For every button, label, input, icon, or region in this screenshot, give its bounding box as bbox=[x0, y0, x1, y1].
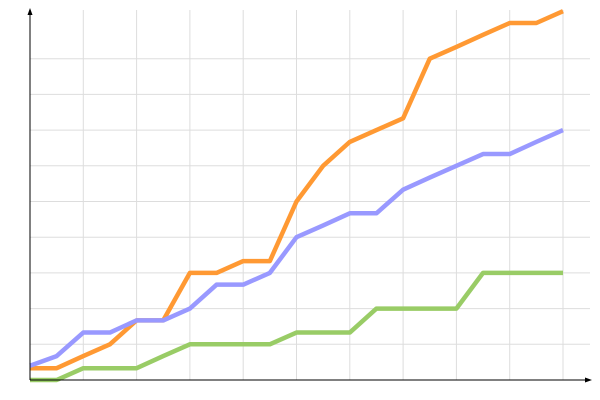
y-axis-arrow-icon bbox=[27, 8, 33, 15]
series-line-3 bbox=[30, 270, 563, 383]
grid bbox=[30, 10, 590, 380]
x-axis-arrow-icon bbox=[585, 377, 592, 383]
series-line-2 bbox=[29, 128, 564, 368]
series-lines bbox=[29, 9, 564, 383]
series-line-1 bbox=[30, 9, 564, 371]
axes bbox=[27, 8, 592, 383]
